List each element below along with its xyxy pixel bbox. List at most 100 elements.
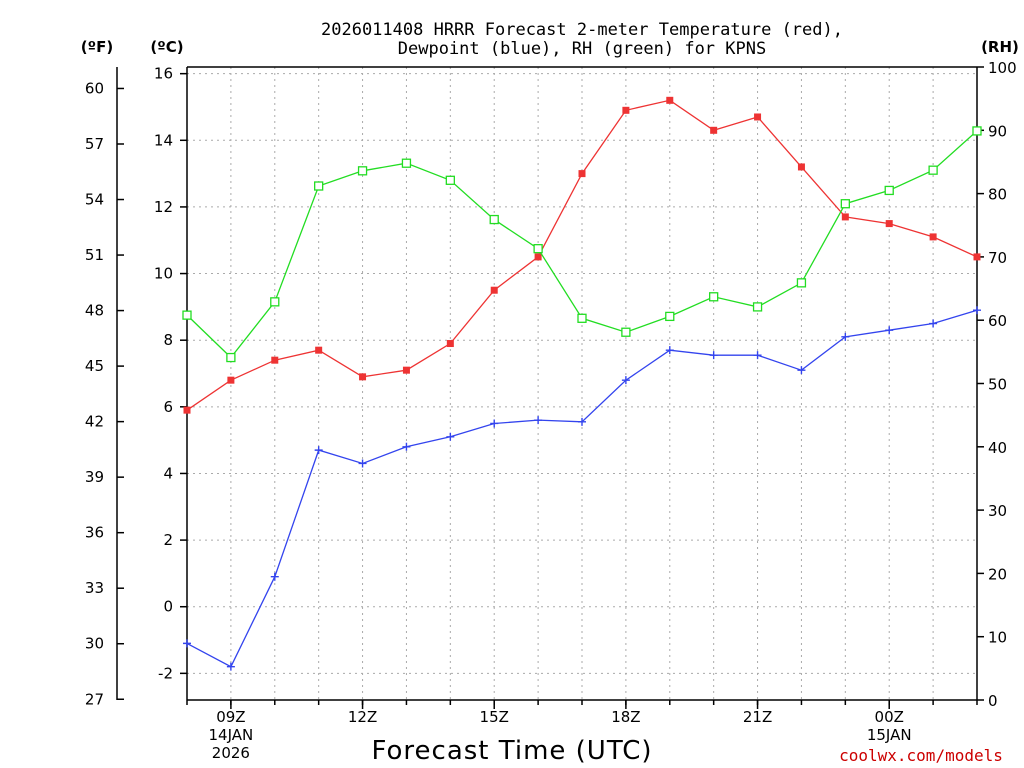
2-meter-temperature-point xyxy=(666,96,674,104)
2-meter-temperature-point xyxy=(227,376,235,384)
2-meter-temperature-point xyxy=(490,286,498,294)
x-tick-label: 14JAN xyxy=(209,726,254,744)
x-tick-label: 15JAN xyxy=(867,726,912,744)
rh-point xyxy=(270,297,280,307)
fahrenheit-tick-label: 42 xyxy=(85,413,104,431)
celsius-unit-label: (ºC) xyxy=(150,38,183,56)
rh-point xyxy=(928,165,938,175)
rh-tick-label: 0 xyxy=(988,692,998,710)
celsius-tick-label: 6 xyxy=(163,398,173,416)
x-tick-label: 15Z xyxy=(480,708,509,726)
celsius-tick-label: 12 xyxy=(154,198,173,216)
2-meter-temperature-point xyxy=(885,220,893,228)
rh-point xyxy=(226,352,236,363)
rh-point xyxy=(577,313,587,323)
credit-label: coolwx.com/models xyxy=(839,746,1003,765)
dewpoint-point xyxy=(358,459,367,468)
rh-point xyxy=(357,166,368,176)
dewpoint-point xyxy=(753,351,762,360)
2-meter-temperature-point xyxy=(929,233,937,241)
dewpoint-point xyxy=(578,417,586,426)
rh-point xyxy=(445,175,455,185)
axes: -2 0 2 4 6 8 10 12 14 16 27 30 33 36 39 42 45 48 51 54 57 60 0… xyxy=(85,59,1017,762)
rh-point xyxy=(752,302,763,312)
rh-tick-label: 80 xyxy=(988,186,1007,204)
rh-point xyxy=(709,292,719,302)
fahrenheit-tick-label: 45 xyxy=(85,357,104,375)
rh-tick-label: 20 xyxy=(988,565,1007,583)
dewpoint-point xyxy=(446,432,455,441)
dewpoint-point xyxy=(314,446,323,455)
dewpoint-point xyxy=(534,416,543,425)
fahrenheit-tick-label: 30 xyxy=(85,635,104,653)
rh-tick-label: 30 xyxy=(988,502,1007,520)
chart-title-line-2: Dewpoint (blue), RH (green) for KPNS xyxy=(398,39,766,59)
dewpoint-point xyxy=(797,366,806,375)
fahrenheit-tick-label: 60 xyxy=(85,79,104,97)
rh-point xyxy=(840,199,850,209)
2-meter-temperature-point xyxy=(710,126,718,134)
dewpoint-point xyxy=(183,639,191,648)
celsius-tick-label: 10 xyxy=(154,265,173,283)
2-meter-temperature-point xyxy=(622,106,630,114)
rh-tick-label: 50 xyxy=(988,376,1007,394)
rh-point xyxy=(621,327,631,337)
2-meter-temperature-point xyxy=(841,213,849,221)
rh-point xyxy=(489,214,499,225)
celsius-tick-label: 16 xyxy=(154,65,173,83)
dewpoint-point xyxy=(621,376,630,385)
2-meter-temperature-point xyxy=(359,373,367,381)
2-meter-temperature-point xyxy=(446,340,454,348)
dewpoint-point xyxy=(841,332,850,341)
x-axis-label: Forecast Time (UTC) xyxy=(371,736,652,766)
x-tick-label: 12Z xyxy=(348,708,377,726)
rh-point xyxy=(665,311,675,322)
2-meter-temperature-point xyxy=(315,346,323,354)
x-tick-label: 21Z xyxy=(743,708,772,726)
fahrenheit-unit-label: (ºF) xyxy=(81,38,113,56)
rh-point xyxy=(314,181,324,191)
fahrenheit-tick-label: 33 xyxy=(85,579,104,597)
rh-point xyxy=(972,126,982,136)
rh-point xyxy=(401,158,412,168)
fahrenheit-tick-label: 39 xyxy=(85,468,104,486)
dewpoint-point xyxy=(885,326,894,335)
2-meter-temperature-point xyxy=(402,366,410,374)
fahrenheit-tick-label: 27 xyxy=(85,690,104,708)
celsius-tick-label: 14 xyxy=(154,131,173,149)
2-meter-temperature-point xyxy=(973,253,981,261)
fahrenheit-tick-label: 36 xyxy=(85,524,104,542)
rh-tick-label: 40 xyxy=(988,439,1007,457)
dewpoint-point xyxy=(270,572,279,581)
fahrenheit-tick-label: 48 xyxy=(85,302,104,320)
fahrenheit-tick-label: 51 xyxy=(85,246,104,264)
celsius-tick-label: 2 xyxy=(163,531,173,549)
grid xyxy=(186,67,978,700)
rh-tick-label: 100 xyxy=(988,59,1017,77)
2-meter-temperature-point xyxy=(797,163,805,171)
series xyxy=(182,96,982,671)
dewpoint-point xyxy=(402,442,411,451)
celsius-tick-label: 8 xyxy=(163,331,173,349)
2-meter-temperature-point xyxy=(754,113,762,121)
dewpoint-point xyxy=(973,306,981,315)
x-tick-label: 18Z xyxy=(611,708,640,726)
rh-unit-label: (RH) xyxy=(981,38,1019,56)
x-tick-label: 09Z xyxy=(216,708,245,726)
rh-point xyxy=(533,244,543,254)
dewpoint-point xyxy=(929,319,938,328)
2-meter-temperature-point xyxy=(534,253,542,261)
celsius-tick-label: 4 xyxy=(163,464,173,482)
x-tick-label: 2026 xyxy=(212,744,250,762)
x-tick-label: 00Z xyxy=(875,708,904,726)
dewpoint-point xyxy=(665,346,674,355)
dewpoint-point xyxy=(490,419,499,428)
rh-point xyxy=(182,310,192,320)
fahrenheit-tick-label: 54 xyxy=(85,191,104,209)
chart-title-line-1: 2026011408 HRRR Forecast 2-meter Tempera… xyxy=(321,20,843,40)
rh-tick-label: 90 xyxy=(988,122,1007,140)
rh-point xyxy=(796,278,807,288)
rh-tick-label: 60 xyxy=(988,312,1007,330)
2-meter-temperature-point xyxy=(271,356,279,364)
fahrenheit-tick-label: 57 xyxy=(85,135,104,153)
